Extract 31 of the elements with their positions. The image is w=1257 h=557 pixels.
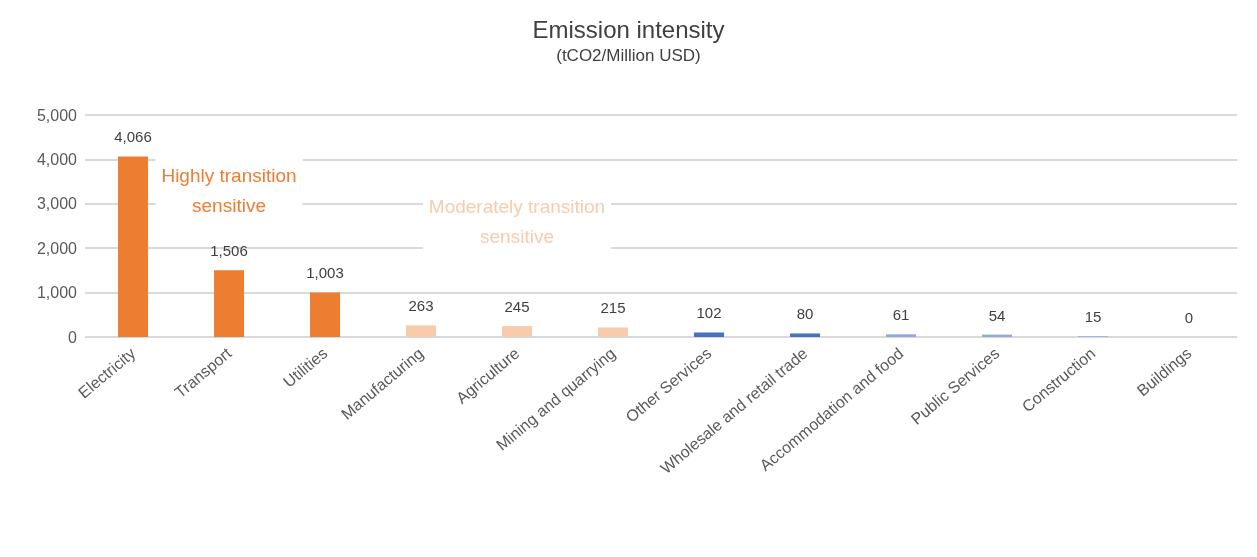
annotation: Highly transition sensitive [161, 164, 297, 216]
bar [886, 334, 916, 337]
data-label: 263 [408, 297, 434, 315]
data-label: 80 [796, 305, 814, 323]
y-tick-label: 3,000 [36, 195, 78, 213]
bar [790, 333, 820, 337]
bar [214, 270, 244, 337]
chart-subtitle: (tCO2/Million USD) [556, 46, 701, 65]
y-tick-label: 0 [68, 328, 78, 346]
y-tick-label: 5,000 [36, 106, 78, 124]
data-label: 15 [1084, 308, 1102, 326]
y-tick-label: 4,000 [36, 150, 78, 168]
bar [406, 325, 436, 337]
bar [598, 327, 628, 337]
data-label: 4,066 [114, 128, 152, 146]
data-label: 102 [696, 304, 722, 322]
bar [118, 156, 148, 337]
data-label: 1,003 [306, 264, 344, 282]
annotation: Moderately transition sensitive [428, 196, 606, 248]
data-label: 0 [1184, 309, 1194, 326]
y-tick-label: 2,000 [36, 239, 78, 257]
y-tick-label: 1,000 [36, 284, 78, 302]
bar [310, 292, 340, 337]
data-label: 54 [988, 306, 1006, 324]
bar [694, 332, 724, 337]
data-label: 215 [600, 299, 626, 317]
data-label: 245 [504, 298, 530, 316]
data-label: 1,506 [210, 242, 248, 260]
bar [502, 326, 532, 337]
data-label: 61 [892, 306, 910, 324]
chart-title: Emission intensity [532, 15, 725, 43]
